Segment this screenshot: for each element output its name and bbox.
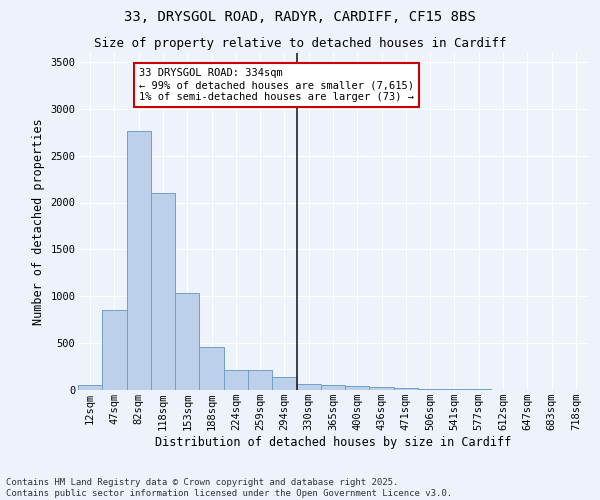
X-axis label: Distribution of detached houses by size in Cardiff: Distribution of detached houses by size … xyxy=(155,436,511,449)
Bar xyxy=(175,294,199,390)
Text: Contains HM Land Registry data © Crown copyright and database right 2025.
Contai: Contains HM Land Registry data © Crown c… xyxy=(6,478,452,498)
Text: Size of property relative to detached houses in Cardiff: Size of property relative to detached ho… xyxy=(94,38,506,51)
Bar xyxy=(467,389,491,390)
Y-axis label: Number of detached properties: Number of detached properties xyxy=(32,118,44,324)
Bar xyxy=(321,385,345,390)
Text: 33, DRYSGOL ROAD, RADYR, CARDIFF, CF15 8BS: 33, DRYSGOL ROAD, RADYR, CARDIFF, CF15 8… xyxy=(124,10,476,24)
Bar xyxy=(102,310,127,390)
Bar xyxy=(127,131,151,390)
Bar xyxy=(296,384,321,390)
Bar xyxy=(442,389,467,390)
Bar xyxy=(199,347,224,390)
Text: 33 DRYSGOL ROAD: 334sqm
← 99% of detached houses are smaller (7,615)
1% of semi-: 33 DRYSGOL ROAD: 334sqm ← 99% of detache… xyxy=(139,68,414,102)
Bar xyxy=(224,370,248,390)
Bar xyxy=(394,388,418,390)
Bar xyxy=(418,388,442,390)
Bar xyxy=(345,386,370,390)
Bar xyxy=(151,193,175,390)
Bar xyxy=(248,370,272,390)
Bar xyxy=(272,378,296,390)
Bar xyxy=(78,385,102,390)
Bar xyxy=(370,387,394,390)
